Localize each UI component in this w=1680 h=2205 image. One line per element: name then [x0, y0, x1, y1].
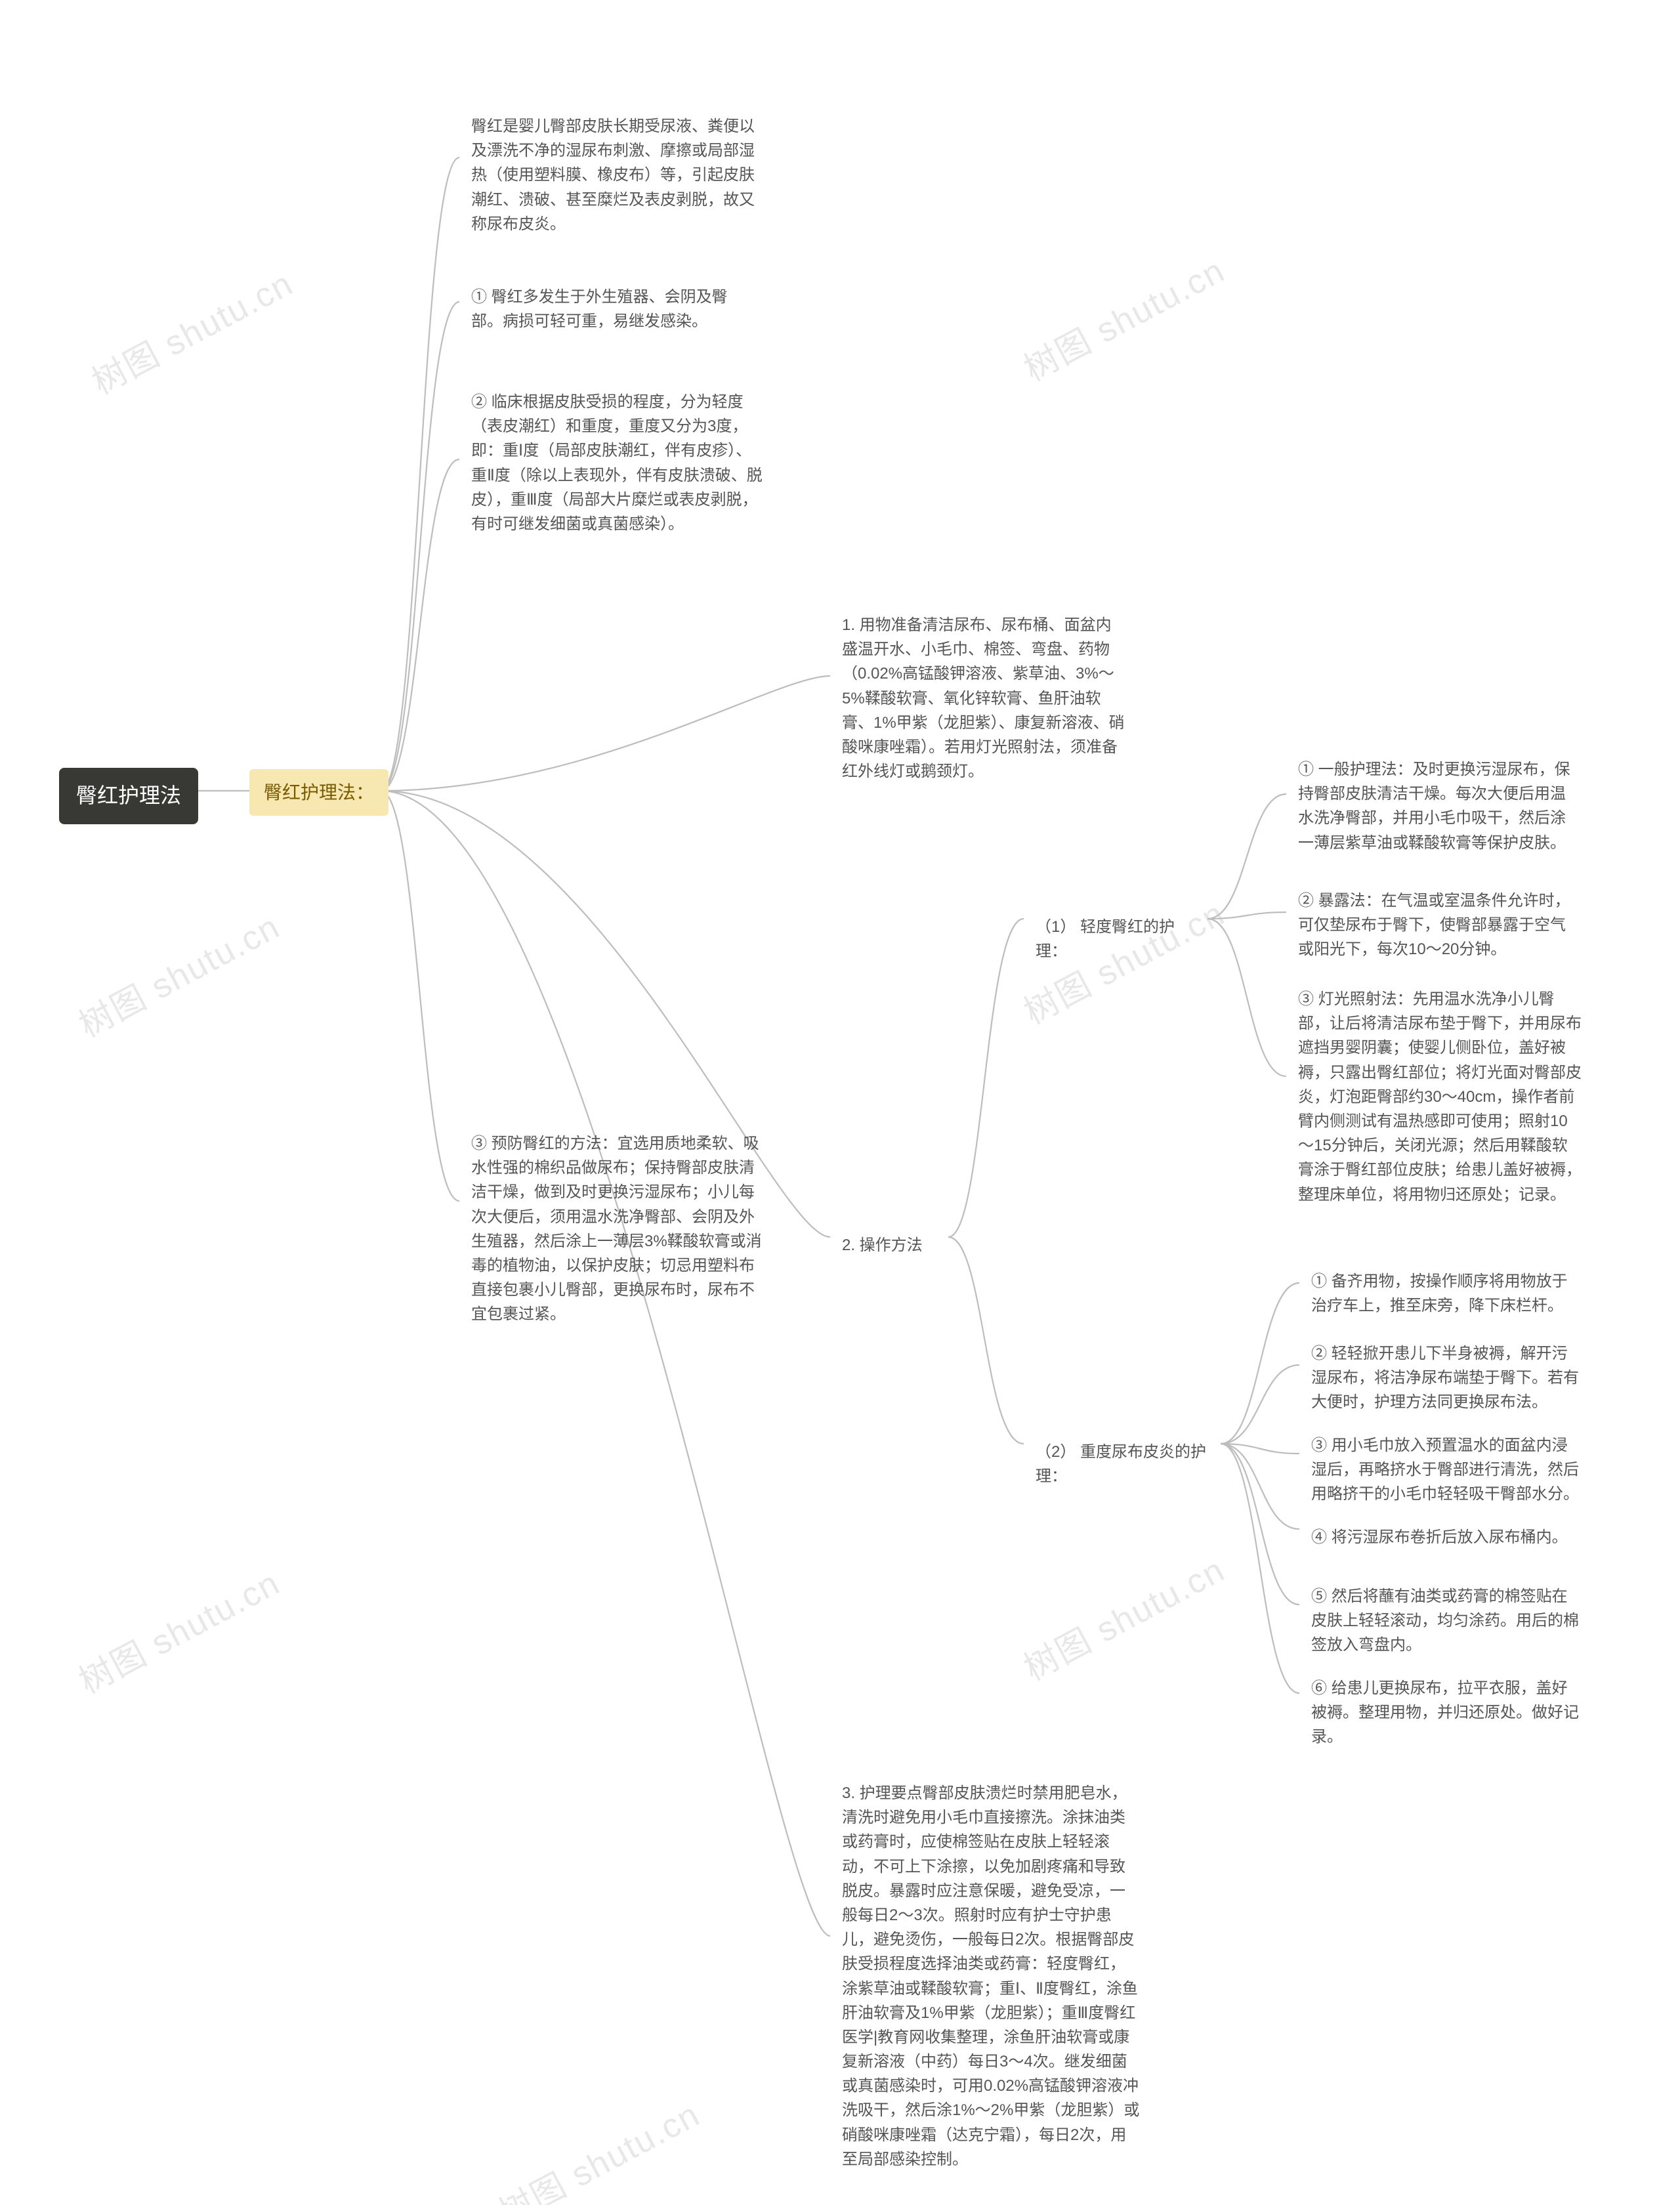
mindmap-node-op2b[interactable]: （2） 重度尿布皮炎的护理： [1024, 1431, 1221, 1498]
watermark: 树图 shutu.cn [69, 1556, 287, 1703]
mindmap-root[interactable]: 臀红护理法 [59, 768, 198, 824]
mindmap-leaf-op2b6[interactable]: ⑥ 给患儿更换尿布，拉平衣服，盖好被褥。整理用物，并归还原处。做好记录。 [1299, 1667, 1595, 1759]
mindmap-leaf-op3[interactable]: 3. 护理要点臀部皮肤溃烂时禁用肥皂水，清洗时避免用小毛巾直接擦洗。涂抹油类或药… [830, 1772, 1152, 2181]
mindmap-leaf-op2a2[interactable]: ② 暴露法：在气温或室温条件允许时，可仅垫尿布于臀下，使臀部暴露于空气或阳光下，… [1286, 879, 1588, 971]
watermark: 树图 shutu.cn [1014, 243, 1232, 390]
mindmap-leaf-op2b5[interactable]: ⑤ 然后将蘸有油类或药膏的棉签贴在皮肤上轻轻滚动，均匀涂药。用后的棉签放入弯盘内… [1299, 1575, 1595, 1667]
watermark: 树图 shutu.cn [489, 2088, 707, 2205]
mindmap-leaf-op2a3[interactable]: ③ 灯光照射法：先用温水洗净小儿臀部，让后将清洁尿布垫于臀下，并用尿布遮挡男婴阴… [1286, 978, 1595, 1216]
mindmap-leaf-op2a1[interactable]: ① 一般护理法：及时更换污湿尿布，保持臀部皮肤清洁干燥。每次大便后用温水洗净臀部… [1286, 748, 1588, 864]
watermark: 树图 shutu.cn [82, 257, 301, 404]
mindmap-leaf-op2b4[interactable]: ④ 将污湿尿布卷折后放入尿布桶内。 [1299, 1516, 1580, 1559]
mindmap-leaf-c2[interactable]: ① 臀红多发生于外生殖器、会阴及臀部。病损可轻可重，易继发感染。 [459, 276, 768, 343]
watermark: 树图 shutu.cn [69, 900, 287, 1047]
mindmap-leaf-op2b3[interactable]: ③ 用小毛巾放入预置温水的面盆内浸湿后，再略挤水于臀部进行清洗，然后用略挤干的小… [1299, 1424, 1595, 1516]
mindmap-node-op2[interactable]: 2. 操作方法 [830, 1224, 934, 1267]
watermark: 树图 shutu.cn [1014, 1543, 1232, 1690]
mindmap-leaf-c1[interactable]: 臀红是婴儿臀部皮肤长期受尿液、粪便以及漂洗不净的湿尿布刺激、摩擦或局部湿热（使用… [459, 105, 768, 245]
mindmap-leaf-op2b2[interactable]: ② 轻轻掀开患儿下半身被褥，解开污湿尿布，将洁净尿布端垫于臀下。若有大便时，护理… [1299, 1332, 1595, 1424]
mindmap-node-level1[interactable]: 臀红护理法： [249, 769, 388, 816]
mindmap-leaf-op2b1[interactable]: ① 备齐用物，按操作顺序将用物放于治疗车上，推至床旁，降下床栏杆。 [1299, 1260, 1595, 1327]
mindmap-leaf-c4[interactable]: ③ 预防臀红的方法：宜选用质地柔软、吸水性强的棉织品做尿布；保持臀部皮肤清洁干燥… [459, 1122, 774, 1336]
mindmap-node-op2a[interactable]: （1） 轻度臀红的护理： [1024, 906, 1208, 973]
mindmap-leaf-op1[interactable]: 1. 用物准备清洁尿布、尿布桶、面盆内盛温开水、小毛巾、棉签、弯盘、药物（0.0… [830, 604, 1139, 793]
mindmap-leaf-c3[interactable]: ② 临床根据皮肤受损的程度，分为轻度（表皮潮红）和重度，重度又分为3度，即：重Ⅰ… [459, 381, 774, 545]
